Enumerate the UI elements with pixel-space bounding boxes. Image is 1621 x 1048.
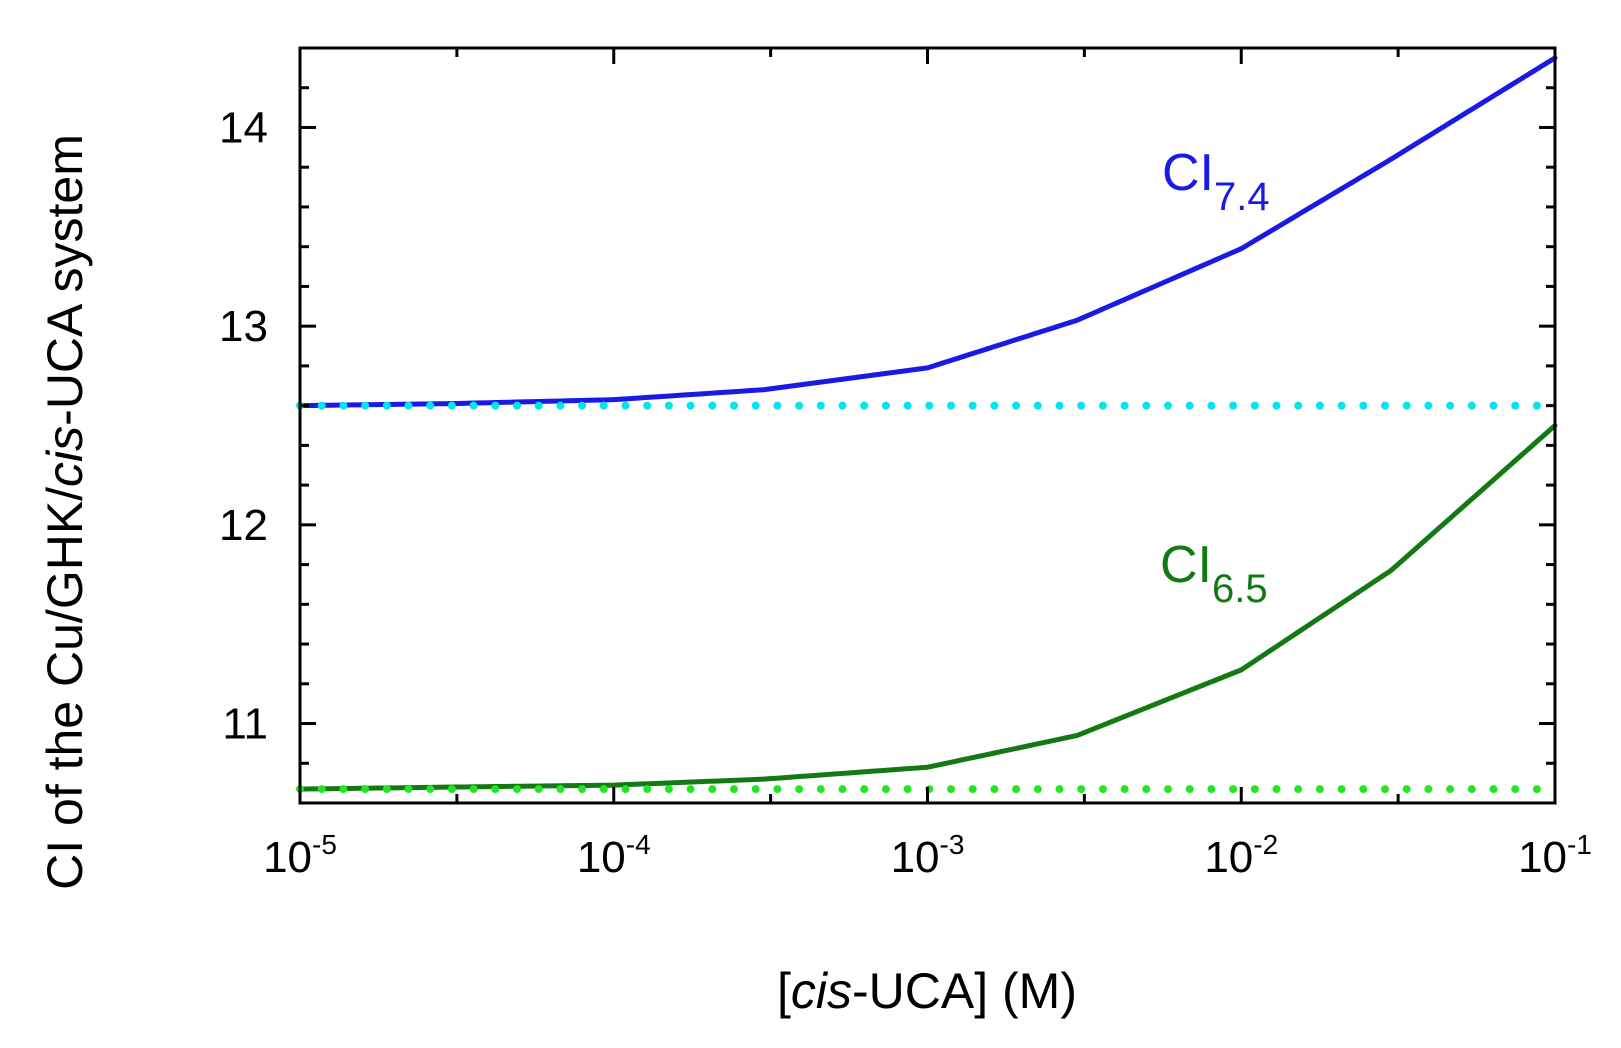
y-axis-title: CI of the Cu/GHK/cis-UCA system [37,134,93,890]
x-tick-label: 10-3 [891,829,965,882]
y-tick-label: 12 [219,501,268,550]
y-axis-title-italic: cis [37,426,93,487]
x-axis-title-italic: cis [791,963,852,1019]
y-tick-label: 11 [222,700,268,749]
x-tick-label-exponent: -3 [940,829,965,860]
x-tick-label-base: 10 [1204,833,1253,882]
y-tick-label: 14 [219,103,268,152]
x-tick-label-base: 10 [891,833,940,882]
series-label-subscript: 7.4 [1214,175,1270,219]
x-tick-label-exponent: -1 [1567,829,1592,860]
series-ci7-4 [297,55,1558,409]
axis-ticks [298,46,1557,805]
x-tick-label-base: 10 [577,833,626,882]
x-tick-label: 10-5 [263,829,337,882]
x-tick-label: 10-1 [1518,829,1592,882]
series-label-main: CI [1160,536,1212,594]
series-label-6-5: CI6.5 [1160,536,1268,611]
x-tick-label-exponent: -4 [626,829,651,860]
series-ci6-5 [297,423,1558,792]
x-tick-label-base: 10 [263,833,312,882]
x-tick-label-exponent: -5 [312,829,337,860]
y-axis-title-suffix: -UCA system [37,134,93,426]
x-tick-label: 10-4 [577,829,651,882]
x-axis-title-suffix: -UCA] (M) [852,963,1077,1019]
x-axis-title: [cis-UCA] (M) [777,963,1077,1019]
x-tick-label-exponent: -2 [1253,829,1278,860]
series-label-main: CI [1162,144,1214,202]
y-axis-title-prefix: CI of the Cu/GHK/ [37,487,93,890]
x-tick-label: 10-2 [1204,829,1278,882]
series-label-7-4: CI7.4 [1162,144,1270,219]
plot-frame [298,46,1557,805]
y-tick-label: 13 [219,302,268,351]
plot-series [296,55,1559,794]
x-tick-label-base: 10 [1518,833,1567,882]
x-axis-title-prefix: [ [777,963,791,1019]
series-label-subscript: 6.5 [1212,567,1268,611]
